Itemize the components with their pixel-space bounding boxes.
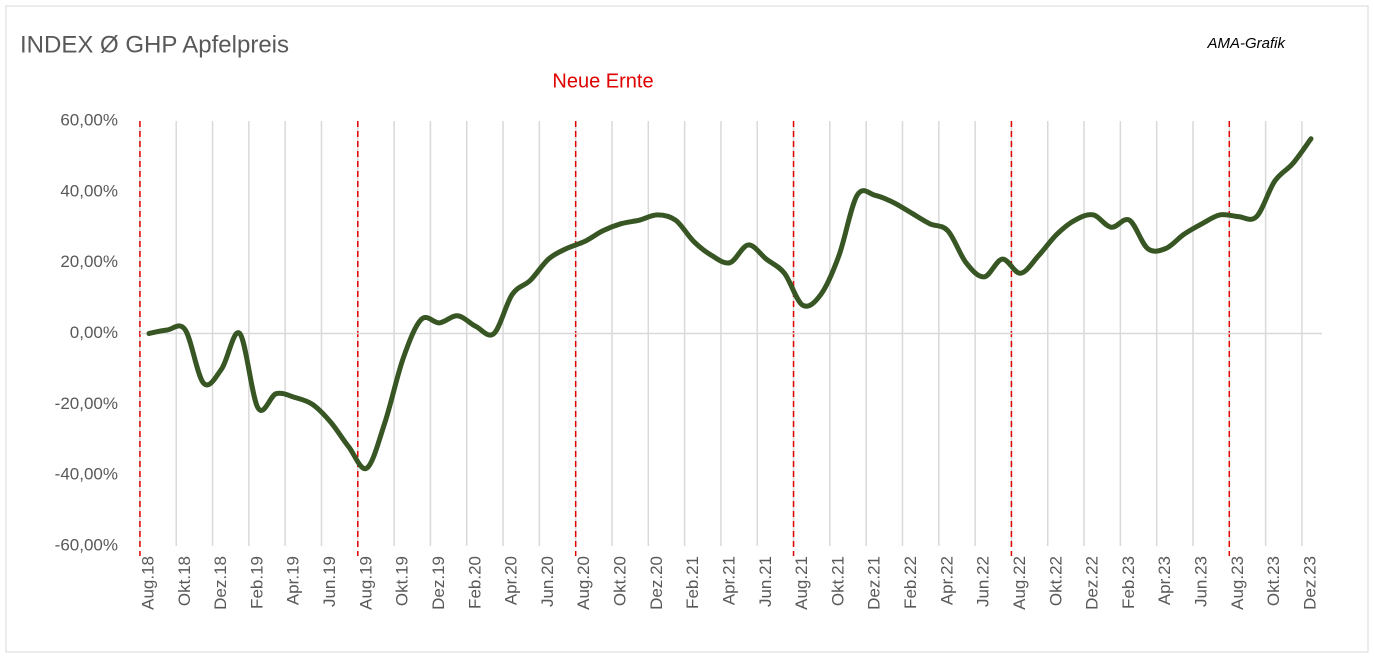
source: AMA-Grafik	[1206, 35, 1286, 52]
x-tick-label: Apr.19	[284, 556, 303, 605]
x-tick-label: Okt.20	[611, 556, 630, 606]
x-tick-label: Feb.19	[247, 556, 266, 609]
x-tick-label: Feb.23	[1119, 556, 1138, 609]
x-tick-label: Dez.19	[429, 556, 448, 610]
x-tick-label: Okt.21	[828, 556, 847, 606]
x-tick-label: Jun.22	[974, 556, 993, 607]
x-tick-label: Dez.23	[1300, 556, 1319, 610]
x-tick-label: Okt.18	[175, 556, 194, 606]
x-tick-label: Aug.20	[574, 556, 593, 610]
x-tick-label: Okt.22	[1046, 556, 1065, 606]
x-tick-label: Okt.23	[1264, 556, 1283, 606]
x-tick-label: Aug.18	[138, 556, 157, 610]
chart-title: INDEX Ø GHP Apfelpreis	[20, 31, 289, 58]
x-tick-label: Aug.19	[356, 556, 375, 610]
x-tick-label: Okt.19	[393, 556, 412, 606]
x-tick-label: Feb.21	[683, 556, 702, 609]
y-tick-label: -60,00%	[55, 535, 118, 554]
annotation: Neue Ernte	[552, 70, 653, 92]
x-tick-label: Dez.22	[1083, 556, 1102, 610]
y-tick-label: -40,00%	[55, 465, 118, 484]
x-tick-label: Apr.21	[719, 556, 738, 605]
x-tick-label: Apr.23	[1155, 556, 1174, 605]
x-tick-label: Jun.23	[1192, 556, 1211, 607]
x-tick-label: Dez.20	[647, 556, 666, 610]
x-tick-label: Dez.21	[865, 556, 884, 610]
x-tick-label: Dez.18	[211, 556, 230, 610]
x-tick-label: Feb.20	[465, 556, 484, 609]
y-tick-label: 60,00%	[60, 110, 118, 129]
x-tick-label: Aug.21	[792, 556, 811, 610]
x-tick-label: Feb.22	[901, 556, 920, 609]
y-tick-label: -20,00%	[55, 394, 118, 413]
x-tick-label: Jun.19	[320, 556, 339, 607]
x-tick-label: Jun.21	[756, 556, 775, 607]
y-tick-label: 20,00%	[60, 252, 118, 271]
x-tick-label: Aug.23	[1228, 556, 1247, 610]
x-tick-label: Apr.20	[502, 556, 521, 605]
x-tick-label: Apr.22	[937, 556, 956, 605]
x-tick-label: Aug.22	[1010, 556, 1029, 610]
line	[146, 136, 1314, 472]
y-tick-label: 0,00%	[70, 323, 118, 342]
chart-border	[5, 5, 1369, 653]
y-tick-label: 40,00%	[60, 181, 118, 200]
x-tick-label: Jun.20	[538, 556, 557, 607]
